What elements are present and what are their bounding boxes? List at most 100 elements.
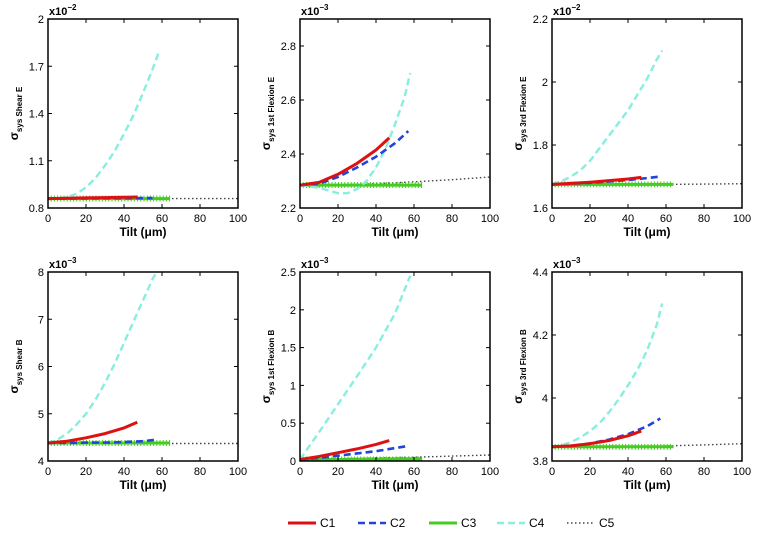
y-tick-label: 1.1	[29, 156, 44, 168]
x-tick-label: 0	[45, 213, 51, 225]
y-tick-label: 2.4	[281, 149, 296, 161]
y-tick-label: 2.6	[281, 95, 296, 107]
y-tick-label: 1.5	[281, 343, 296, 355]
x-tick-label: 20	[584, 213, 596, 225]
x-tick-label: 60	[408, 213, 420, 225]
legend-label-c4: C4	[529, 516, 545, 530]
series-c1-line	[300, 136, 391, 187]
y-exponent-label: x10−3	[301, 3, 329, 18]
plot-area	[300, 72, 490, 195]
y-axis-label: σsys 3rd Flexion E	[511, 76, 528, 151]
x-tick-label: 80	[698, 213, 710, 225]
y-tick-label: 1.8	[533, 140, 548, 152]
axes-box	[551, 271, 743, 462]
series-c4-line	[300, 72, 412, 195]
x-tick-label: 0	[45, 466, 51, 478]
y-tick-label: 1.7	[29, 61, 44, 73]
plot-area	[552, 49, 742, 188]
x-tick-label: 0	[549, 466, 555, 478]
x-axis-label: Tilt (μm)	[119, 225, 166, 239]
x-axis-label: Tilt (μm)	[119, 478, 166, 492]
y-tick-label: 4	[38, 456, 44, 468]
axes-box	[299, 271, 491, 462]
chart-panel-flexion1-b: 0 20 40 60 80 100 0 0.5 1 1.5 2 2.5 x10−3 Tilt (μm) σs…	[259, 256, 499, 492]
x-axis-label: Tilt (μm)	[371, 225, 418, 239]
x-tick-label: 40	[370, 213, 382, 225]
legend-label-c5: C5	[599, 516, 615, 530]
series-c4-line	[552, 303, 664, 448]
y-tick-label: 2.2	[533, 14, 548, 26]
x-tick-label: 100	[229, 213, 247, 225]
legend: C1 C2 C3 C4 C5	[288, 516, 615, 530]
chart-panel-flexion3-b: 0 20 40 60 80 100 3.8 4 4.2 4.4 x10−3 Tilt (μm) σsys…	[511, 256, 751, 492]
series-c4-line	[48, 272, 159, 445]
x-tick-label: 40	[370, 466, 382, 478]
x-tick-label: 80	[698, 466, 710, 478]
x-tick-label: 20	[332, 466, 344, 478]
x-tick-label: 60	[156, 466, 168, 478]
x-tick-label: 80	[194, 466, 206, 478]
y-exponent-label: x10−3	[301, 256, 329, 271]
axes-box	[551, 18, 743, 209]
y-tick-label: 1.6	[533, 203, 548, 215]
y-exponent-label: x10−2	[49, 3, 77, 18]
x-tick-label: 0	[297, 213, 303, 225]
x-tick-label: 100	[733, 466, 751, 478]
y-tick-label: 0.8	[29, 203, 44, 215]
x-tick-label: 20	[332, 213, 344, 225]
y-tick-label: 2.2	[281, 203, 296, 215]
x-axis-label: Tilt (μm)	[623, 225, 670, 239]
series-c1-line	[552, 175, 642, 186]
y-tick-label: 4.2	[533, 330, 548, 342]
series-c1-line	[48, 195, 138, 201]
chart-panel-shear-e: 0 20 40 60 80 100 0.8 1.1 1.4 1.7 2 x10−2 Tilt (μm) σ…	[7, 3, 247, 239]
x-tick-label: 100	[481, 466, 499, 478]
x-tick-label: 80	[446, 466, 458, 478]
chart-panel-flexion1-e: 0 20 40 60 80 100 2.2 2.4 2.6 2.8 x10−3 Tilt (μm) σs…	[259, 3, 499, 239]
y-tick-label: 2.8	[281, 41, 296, 53]
x-tick-label: 100	[229, 466, 247, 478]
y-tick-label: 8	[38, 267, 44, 279]
x-tick-label: 80	[446, 213, 458, 225]
x-tick-label: 40	[622, 466, 634, 478]
series-c4-line	[48, 53, 160, 200]
y-exponent-label: x10−3	[553, 256, 581, 271]
y-tick-label: 4.4	[533, 267, 548, 279]
x-tick-label: 20	[584, 466, 596, 478]
plot-area	[552, 303, 742, 450]
x-tick-label: 100	[733, 213, 751, 225]
y-tick-label: 1.4	[29, 109, 44, 121]
y-axis-label: σsys 3rd Flexion B	[511, 329, 528, 404]
x-tick-label: 80	[194, 213, 206, 225]
y-tick-label: 4	[542, 393, 548, 405]
y-tick-label: 0	[290, 456, 296, 468]
axes-box	[299, 18, 491, 209]
series-c4-line	[552, 49, 664, 186]
y-tick-label: 5	[38, 409, 44, 421]
x-tick-label: 60	[156, 213, 168, 225]
y-exponent-label: x10−3	[49, 256, 77, 271]
series-c2-line	[48, 438, 157, 445]
legend-label-c3: C3	[461, 516, 477, 530]
series-c1-line	[552, 429, 642, 449]
y-tick-label: 7	[38, 314, 44, 326]
legend-label-c2: C2	[390, 516, 406, 530]
x-tick-label: 0	[297, 466, 303, 478]
chart-panel-shear-b: 0 20 40 60 80 100 4 5 6 7 8 x10−3 Tilt (μm) σsys Shea…	[7, 256, 247, 492]
x-tick-label: 20	[80, 466, 92, 478]
y-tick-label: 0.5	[281, 418, 296, 430]
chart-panel-flexion3-e: 0 20 40 60 80 100 1.6 1.8 2 2.2 x10−2 Tilt (μm) σsys…	[511, 3, 751, 239]
x-tick-label: 60	[660, 466, 672, 478]
y-tick-label: 2	[290, 305, 296, 317]
x-tick-label: 60	[660, 213, 672, 225]
y-axis-label: σsys 1st Flexion B	[259, 329, 276, 403]
x-tick-label: 40	[622, 213, 634, 225]
x-axis-label: Tilt (μm)	[623, 478, 670, 492]
x-tick-label: 0	[549, 213, 555, 225]
series-c4-line	[300, 275, 412, 461]
y-axis-label: σsys Shear B	[7, 339, 24, 393]
x-axis-label: Tilt (μm)	[371, 478, 418, 492]
y-tick-label: 3.8	[533, 456, 548, 468]
series-c2-line	[300, 444, 409, 461]
axes-box	[47, 18, 239, 209]
